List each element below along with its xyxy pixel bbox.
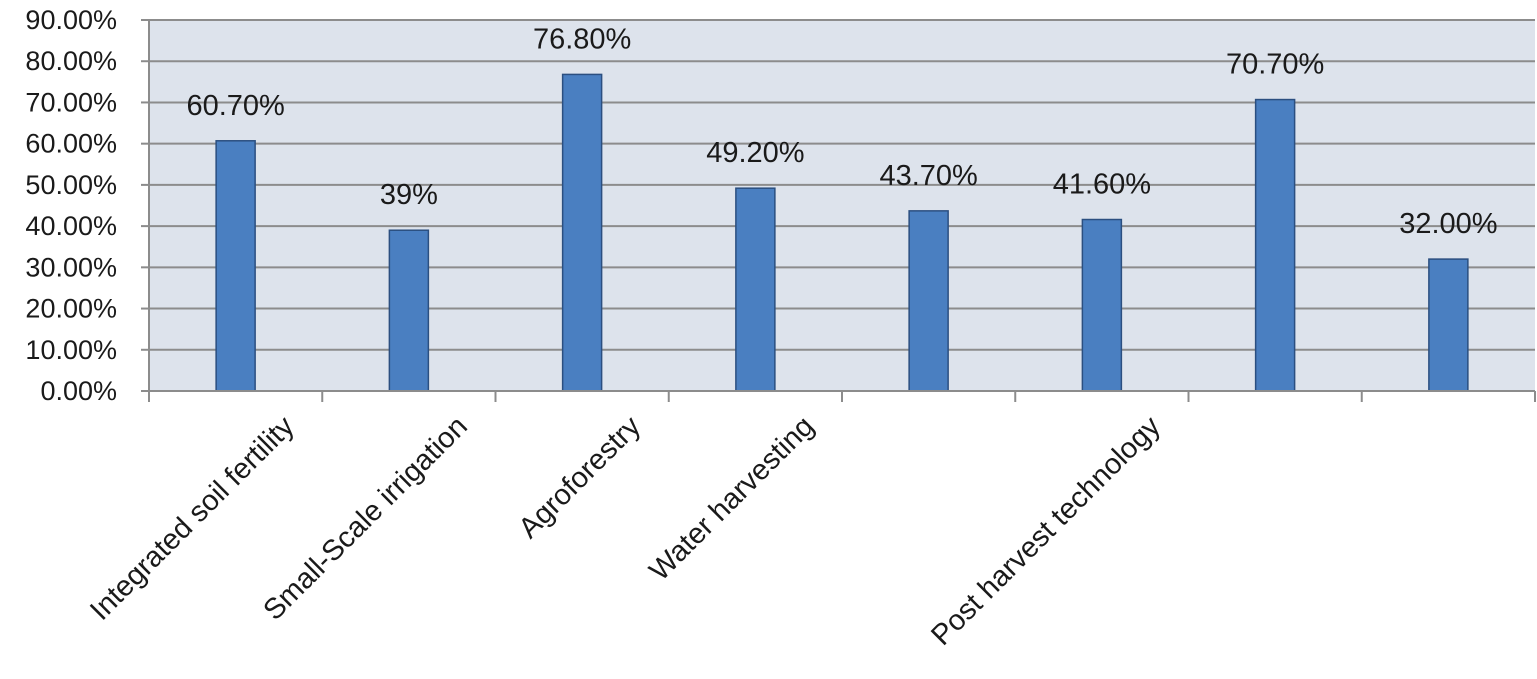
y-tick-label: 20.00%	[25, 294, 117, 324]
y-tick-label: 50.00%	[25, 170, 117, 200]
bar	[1428, 258, 1469, 392]
y-tick-label: 80.00%	[25, 46, 117, 76]
gridlines	[141, 19, 1535, 392]
category-label: Post harvest technology	[925, 410, 1167, 652]
bar	[908, 210, 949, 392]
y-tick-labels: 0.00% 10.00% 20.00% 30.00% 40.00% 50.00% 60.00…	[25, 5, 117, 406]
y-tick-label: 90.00%	[25, 5, 117, 35]
y-tick-label: 40.00%	[25, 211, 117, 241]
bars	[215, 73, 1469, 392]
data-label: 41.60%	[1053, 169, 1151, 201]
data-label: 70.70%	[1226, 49, 1324, 81]
plot-area	[149, 20, 1535, 391]
data-label: 76.80%	[533, 23, 631, 55]
bar	[561, 73, 603, 392]
bar	[1081, 218, 1123, 392]
bar	[1254, 98, 1296, 392]
x-axis	[148, 390, 1536, 402]
category-label: Water harvesting	[643, 410, 820, 587]
bar	[735, 187, 776, 392]
y-tick-label: 10.00%	[25, 335, 117, 365]
data-labels: 60.70% 39% 76.80% 49.20% 43.70% 41.60% 70.70% 3…	[186, 23, 1497, 240]
y-tick-label: 30.00%	[25, 252, 117, 282]
data-label: 49.20%	[706, 137, 804, 169]
data-label: 60.70%	[186, 90, 284, 122]
y-tick-label: 70.00%	[25, 87, 117, 117]
bar	[215, 140, 256, 392]
data-label: 43.70%	[879, 160, 977, 192]
bar	[388, 229, 430, 392]
category-label: Agroforestry	[513, 410, 648, 545]
data-label: 32.00%	[1399, 208, 1497, 240]
y-tick-label: 60.00%	[25, 129, 117, 159]
data-label: 39%	[380, 179, 438, 211]
y-tick-label: 0.00%	[40, 376, 117, 406]
